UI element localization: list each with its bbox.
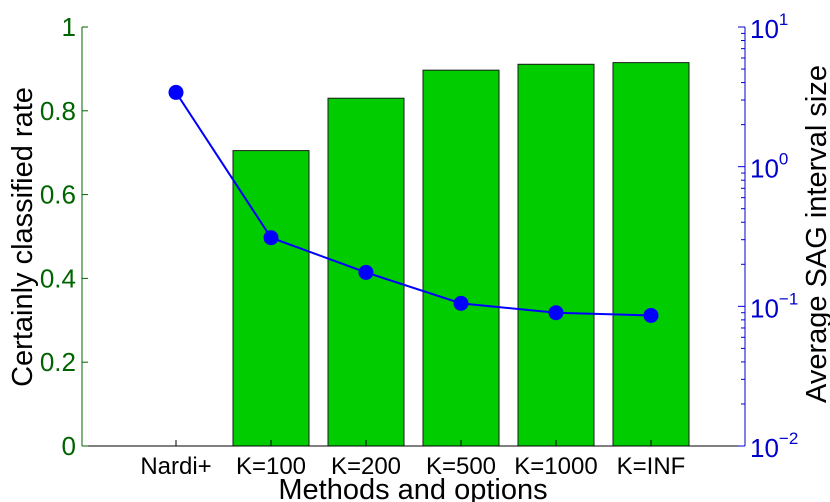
bar-k-100 <box>233 151 309 446</box>
line-point-k-inf <box>644 308 659 323</box>
left-tick-label: 0.4 <box>40 263 76 293</box>
left-tick-label: 0 <box>62 431 76 461</box>
line-point-k-200 <box>359 265 374 280</box>
left-tick-label: 0.6 <box>40 180 76 210</box>
bar-k-inf <box>613 63 689 446</box>
right-tick-label: 100 <box>750 150 788 184</box>
left-tick-label: 0.8 <box>40 96 76 126</box>
line-point-k-1000 <box>549 305 564 320</box>
right-axis-label: Average SAG interval size <box>801 65 830 403</box>
bar-k-1000 <box>518 64 594 446</box>
left-ticks: 0 0.2 0.4 0.6 0.8 1 <box>40 12 88 461</box>
left-axis-label: Certainly classified rate <box>7 87 39 387</box>
bar-k-500 <box>423 70 499 446</box>
line-point-k-100 <box>264 230 279 245</box>
x-tick-label: Nardi+ <box>140 453 211 480</box>
x-axis-label: Methods and options <box>278 474 547 502</box>
right-tick-label: 10−2 <box>750 429 798 463</box>
right-tick-label: 10−1 <box>750 289 798 323</box>
bars-layer <box>233 63 689 446</box>
line-point-nardi- <box>169 85 184 100</box>
left-tick-label: 0.2 <box>40 347 76 377</box>
x-tick-label: K=INF <box>617 453 686 480</box>
right-ticks: 10−2 10−1 100 101 <box>738 10 798 463</box>
line-point-k-500 <box>454 296 469 311</box>
left-tick-label: 1 <box>62 12 76 42</box>
right-tick-label: 101 <box>750 10 788 44</box>
